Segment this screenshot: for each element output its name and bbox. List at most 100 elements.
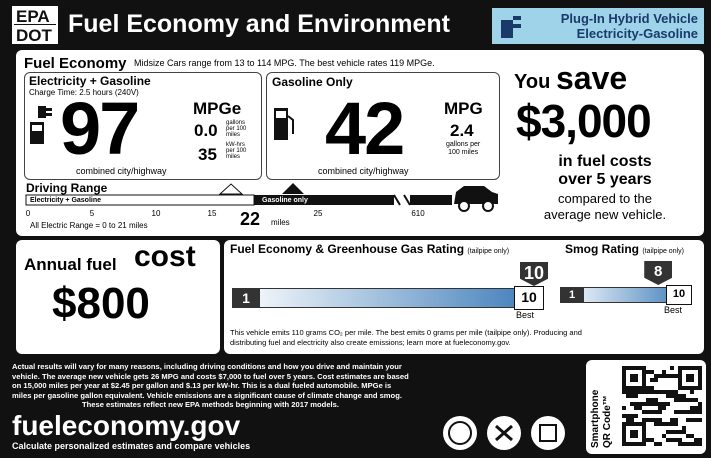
electric-range: All Electric Range = 0 to 21 miles bbox=[30, 221, 148, 230]
disclaimer-line: vehicle. The average new vehicle gets 26… bbox=[12, 371, 409, 381]
qr-module bbox=[678, 386, 682, 390]
qr-module bbox=[686, 366, 690, 370]
qr-module bbox=[666, 430, 670, 434]
unit-line: gallons per bbox=[446, 141, 481, 148]
qr-module bbox=[670, 438, 674, 442]
smog-title: Smog Rating bbox=[565, 242, 639, 256]
qr-module bbox=[690, 418, 694, 422]
dot: DOT bbox=[16, 26, 52, 45]
unit-line: 100 miles bbox=[448, 149, 479, 156]
qr-module bbox=[682, 398, 686, 402]
qr-module bbox=[694, 386, 698, 390]
qr-module bbox=[662, 422, 666, 426]
qr-module bbox=[642, 366, 646, 370]
savings-line: average new vehicle. bbox=[543, 207, 667, 222]
qr-module bbox=[634, 422, 638, 426]
qr-module bbox=[694, 418, 698, 422]
qr-module bbox=[642, 438, 646, 442]
qr-module bbox=[662, 406, 666, 410]
qr-module bbox=[626, 390, 630, 394]
scale-min: 1 bbox=[560, 287, 584, 303]
unit-line: miles bbox=[226, 132, 241, 138]
qr-module bbox=[670, 394, 674, 398]
qr-module bbox=[690, 434, 694, 438]
qr-module bbox=[698, 374, 702, 378]
range-heading: Driving Range bbox=[26, 181, 108, 195]
gas-rate: 0.0 bbox=[194, 121, 218, 140]
qr-module bbox=[642, 418, 646, 422]
qr-module bbox=[630, 386, 634, 390]
qr-module bbox=[670, 422, 674, 426]
unit-line: per 100 bbox=[226, 148, 247, 154]
qr-module bbox=[658, 390, 662, 394]
qr-module bbox=[630, 418, 634, 422]
qr-module bbox=[626, 418, 630, 422]
qr-module bbox=[630, 430, 634, 434]
gasoline-caption: combined city/highway bbox=[318, 166, 409, 176]
qr-module bbox=[694, 442, 698, 446]
site: fueleconomy.gov bbox=[12, 410, 241, 441]
qr-module bbox=[622, 378, 626, 382]
qr-module bbox=[698, 382, 702, 386]
qr-module bbox=[666, 402, 670, 406]
qr-module bbox=[682, 426, 686, 430]
qr-module bbox=[630, 442, 634, 446]
qr-module bbox=[674, 438, 678, 442]
qr-module bbox=[678, 370, 682, 374]
qr-module bbox=[622, 414, 626, 418]
qr-module bbox=[630, 378, 634, 382]
qr-module bbox=[630, 434, 634, 438]
savings-save: save bbox=[556, 60, 628, 96]
title: Fuel Economy and Environment bbox=[68, 10, 450, 38]
qr-code bbox=[622, 366, 702, 446]
qr-module bbox=[678, 442, 682, 446]
qr-module bbox=[682, 442, 686, 446]
range-tick-label: 25 bbox=[313, 209, 323, 218]
qr-label-line: Smartphone bbox=[590, 389, 601, 448]
qr-module bbox=[686, 410, 690, 414]
qr-module bbox=[662, 370, 666, 374]
qr-module bbox=[698, 406, 702, 410]
qr-module bbox=[646, 438, 650, 442]
gas-segment-label: Gasoline only bbox=[262, 197, 308, 204]
gasoline-box bbox=[266, 72, 500, 180]
savings-line: over 5 years bbox=[558, 171, 652, 188]
epa: EPA bbox=[16, 7, 50, 26]
qr-module bbox=[634, 366, 638, 370]
disclaimer-line: on 15,000 miles per year at $2.45 per ga… bbox=[12, 381, 392, 390]
qr-module bbox=[658, 442, 662, 446]
qr-module bbox=[626, 394, 630, 398]
kwh-rate: 35 bbox=[198, 145, 217, 164]
qr-module bbox=[678, 430, 682, 434]
qr-module bbox=[666, 374, 670, 378]
qr-module bbox=[646, 386, 650, 390]
unit-line: per 100 bbox=[226, 126, 247, 132]
qr-module bbox=[622, 438, 626, 442]
qr-module bbox=[650, 378, 654, 382]
qr-module bbox=[654, 422, 658, 426]
qr-module bbox=[694, 366, 698, 370]
qr-module bbox=[622, 434, 626, 438]
qr-module bbox=[622, 366, 626, 370]
qr-module bbox=[638, 406, 642, 410]
range-tick-label: 0 bbox=[25, 209, 31, 218]
agency-box: EPA DOT bbox=[12, 6, 58, 44]
plug-icon bbox=[501, 16, 521, 38]
qr-module bbox=[662, 374, 666, 378]
qr-module bbox=[670, 418, 674, 422]
qr-module bbox=[638, 386, 642, 390]
qr-module bbox=[642, 386, 646, 390]
gas-rate-unit: gallons per 100 miles bbox=[226, 120, 246, 138]
qr-module bbox=[686, 374, 690, 378]
qr-module bbox=[646, 410, 650, 414]
qr-module bbox=[690, 442, 694, 446]
qr-module bbox=[690, 386, 694, 390]
gas-rate-unit: gallons per 100 miles bbox=[446, 141, 480, 157]
ghg-title: Fuel Economy & Greenhouse Gas Rating bbox=[230, 242, 465, 256]
qr-module bbox=[650, 418, 654, 422]
pump-icon bbox=[274, 108, 294, 140]
qr-module bbox=[642, 390, 646, 394]
qr-module bbox=[654, 398, 658, 402]
qr-module bbox=[694, 398, 698, 402]
qr-module bbox=[690, 398, 694, 402]
